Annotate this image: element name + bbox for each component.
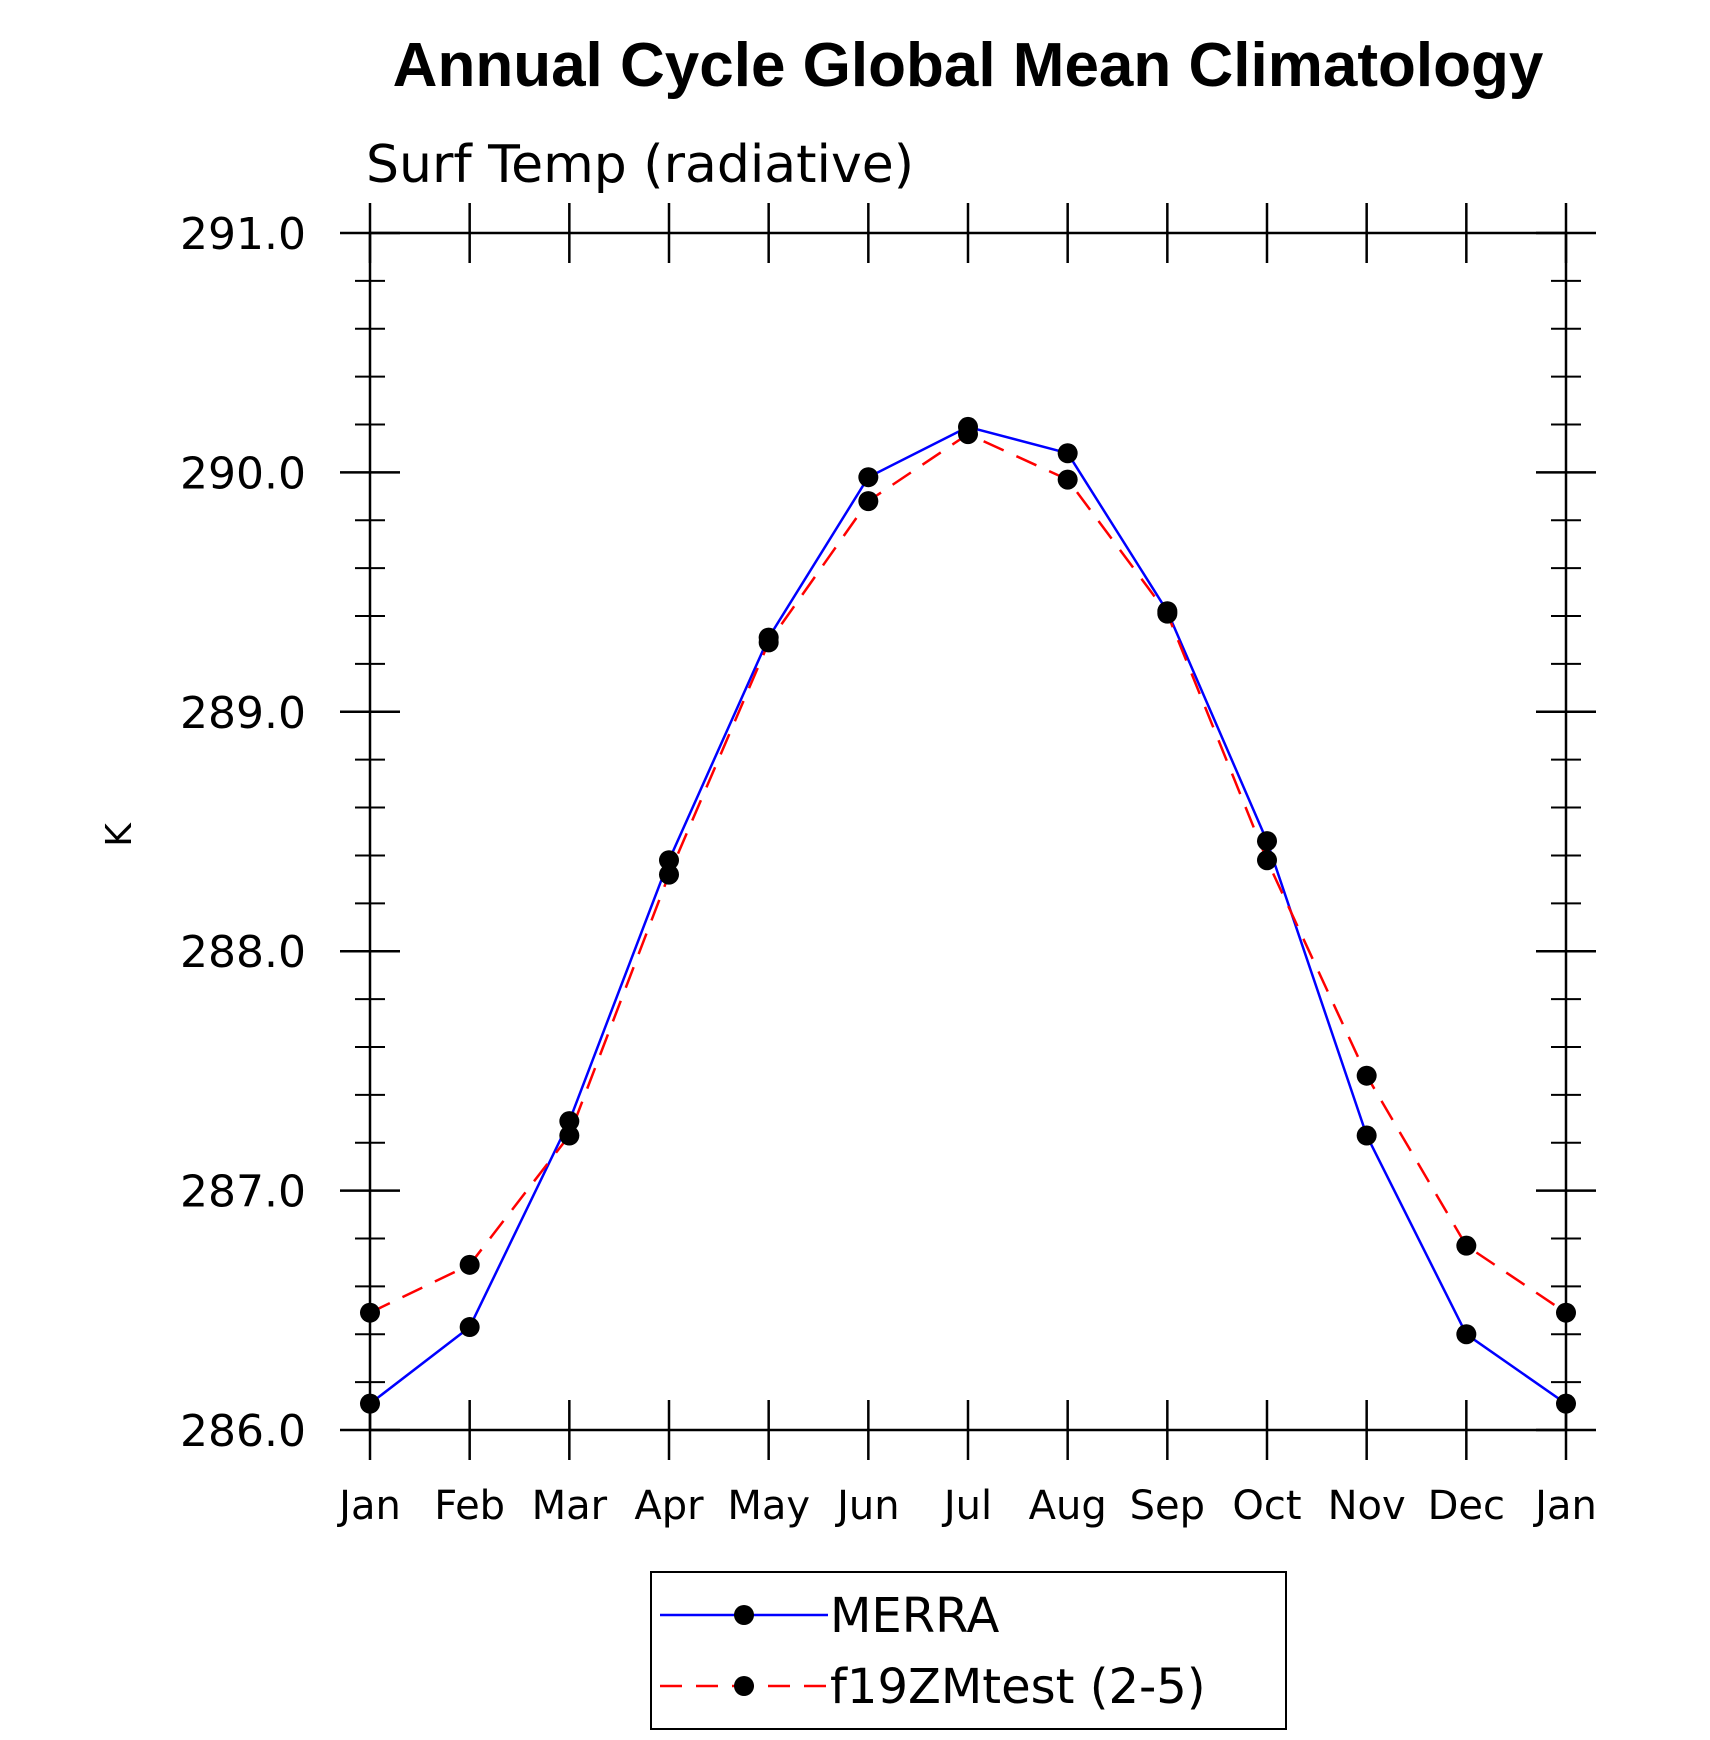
x-tick-label: Nov <box>1328 1483 1406 1529</box>
legend-label-merra: MERRA <box>830 1588 1000 1644</box>
x-tick-label: Dec <box>1428 1483 1505 1529</box>
series-layer <box>360 416 1576 1414</box>
x-tick-label: Jan <box>336 1483 401 1529</box>
data-point-f19zmtest-2-5 <box>1157 603 1178 624</box>
y-tick-label: 289.0 <box>180 688 306 739</box>
data-point-merra <box>858 467 879 488</box>
data-point-f19zmtest-2-5 <box>958 424 978 445</box>
data-point-merra <box>1556 1393 1576 1414</box>
x-tick-label: Jul <box>941 1483 992 1529</box>
data-point-f19zmtest-2-5 <box>858 491 879 512</box>
data-point-merra <box>459 1317 480 1338</box>
data-point-merra <box>1356 1125 1377 1146</box>
data-point-f19zmtest-2-5 <box>1356 1065 1377 1086</box>
x-tick-label: Sep <box>1130 1483 1205 1529</box>
y-tick-label: 288.0 <box>180 927 306 978</box>
data-point-merra <box>360 1393 380 1414</box>
plot-frame <box>368 231 1568 1432</box>
data-point-merra <box>559 1111 580 1132</box>
x-tick-label: Jan <box>1532 1483 1597 1529</box>
data-point-f19zmtest-2-5 <box>1257 850 1277 871</box>
x-tick-label: Mar <box>532 1483 608 1529</box>
legend-box <box>650 1571 1287 1730</box>
x-tick-label: Aug <box>1029 1483 1107 1529</box>
data-point-merra <box>1456 1324 1477 1345</box>
data-point-f19zmtest-2-5 <box>1057 469 1078 490</box>
series-line-f19zmtest-2-5 <box>369 432 1567 1314</box>
data-point-f19zmtest-2-5 <box>459 1254 480 1275</box>
data-point-f19zmtest-2-5 <box>1556 1302 1576 1323</box>
data-point-f19zmtest-2-5 <box>659 864 679 885</box>
data-point-f19zmtest-2-5 <box>758 632 779 653</box>
chart-title: Annual Cycle Global Mean Climatology <box>393 31 1544 100</box>
x-tick-label: Oct <box>1232 1483 1301 1529</box>
x-tick-label: Feb <box>434 1483 505 1529</box>
y-tick-label: 290.0 <box>180 448 306 499</box>
data-point-f19zmtest-2-5 <box>559 1125 580 1146</box>
y-tick-label: 286.0 <box>180 1406 306 1457</box>
data-point-f19zmtest-2-5 <box>1456 1235 1477 1256</box>
series-line-merra <box>369 425 1567 1405</box>
legend-label-f19zmtest: f19ZMtest (2-5) <box>830 1659 1206 1715</box>
chart-subtitle: Surf Temp (radiative) <box>366 135 914 195</box>
data-point-merra <box>1257 831 1277 852</box>
legend-marker-f19zmtest <box>734 1676 754 1696</box>
y-tick-label: 287.0 <box>180 1167 306 1218</box>
legend-marker-merra <box>734 1605 754 1625</box>
legend: MERRA f19ZMtest (2-5) <box>650 1571 1287 1730</box>
x-tick-label: Jun <box>834 1483 900 1529</box>
y-tick-label: 291.0 <box>180 209 306 260</box>
y-axis-label: K <box>99 822 140 847</box>
data-point-f19zmtest-2-5 <box>360 1302 380 1323</box>
x-tick-label: May <box>727 1483 810 1529</box>
data-point-merra <box>1057 443 1078 464</box>
x-tick-label: Apr <box>634 1483 704 1529</box>
axes: 286.0 287.0 288.0 289.0 290.0 291.0 Jan Feb Mar A… <box>180 203 1597 1529</box>
data-point-merra <box>659 850 679 871</box>
